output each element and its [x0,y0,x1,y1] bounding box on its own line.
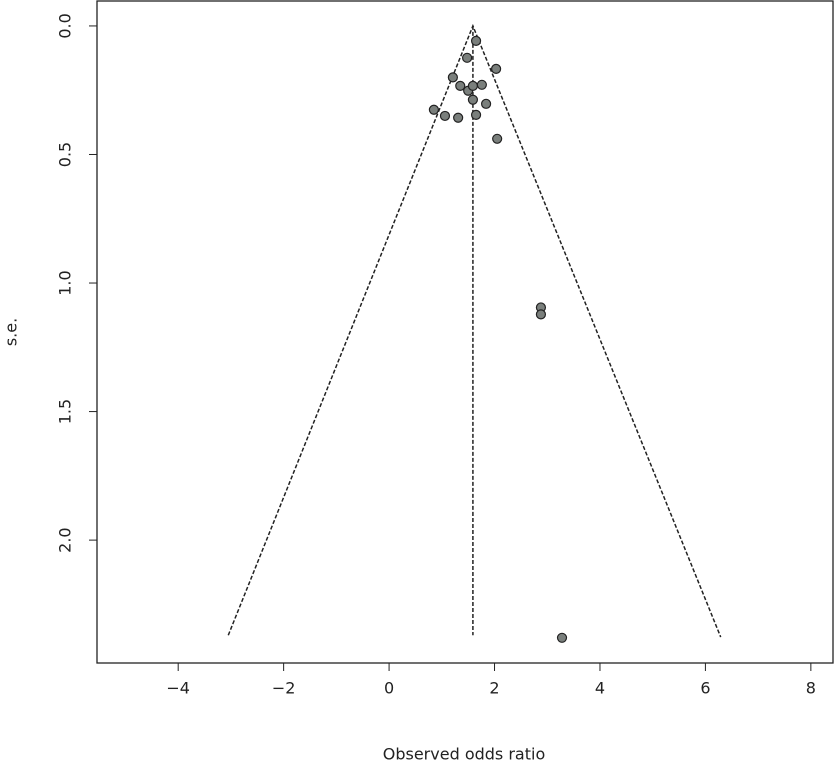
y-tick-label: 0.5 [56,142,75,167]
point [467,80,479,91]
point [455,80,466,91]
y-axis-label: s.e. [2,318,21,346]
x-tick-label: −4 [166,679,190,698]
point [470,35,482,46]
point [476,79,487,90]
x-tick-label: −2 [272,679,296,698]
x-axis-label: Observed odds ratio [383,745,545,764]
point [462,52,473,63]
point [467,94,479,105]
point [453,112,464,123]
point [470,109,482,120]
point [492,133,503,144]
x-tick-label: 8 [806,679,816,698]
point [447,72,458,83]
y-tick-label: 0.0 [56,13,75,38]
y-tick-label: 2.0 [56,527,75,552]
point [428,104,439,115]
point [556,632,568,643]
y-tick-label: 1.5 [56,399,75,424]
x-tick-label: 2 [489,679,499,698]
point [439,110,451,122]
y-tick-label: 1.0 [56,270,75,295]
x-tick-label: 0 [384,679,394,698]
x-tick-label: 4 [595,679,605,698]
plot-frame [96,0,834,664]
point [480,98,492,109]
x-tick-label: 6 [700,679,710,698]
point [491,63,502,74]
point [535,309,547,320]
